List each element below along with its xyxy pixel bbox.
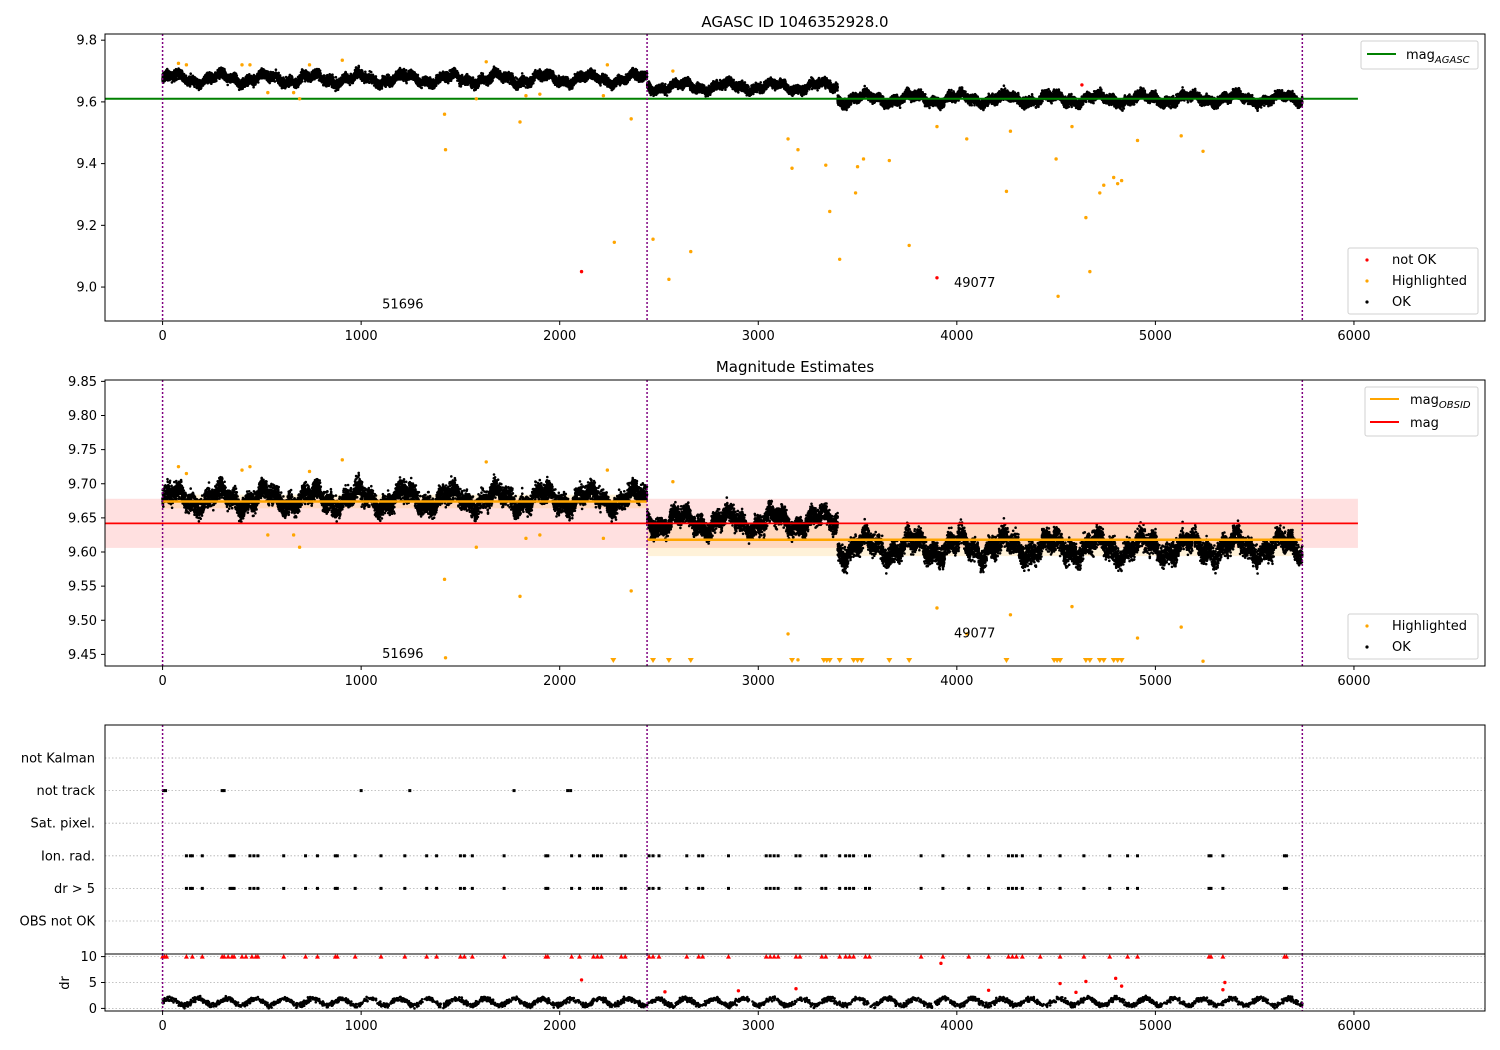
ok-point (252, 86, 255, 89)
agasc-chart-title: AGASC ID 1046352928.0 (701, 13, 888, 31)
ok-point (275, 68, 278, 71)
ok-point (368, 70, 371, 73)
figure: AGASC ID 1046352928.0 5169649077 0 1000 20… (0, 0, 1500, 1050)
